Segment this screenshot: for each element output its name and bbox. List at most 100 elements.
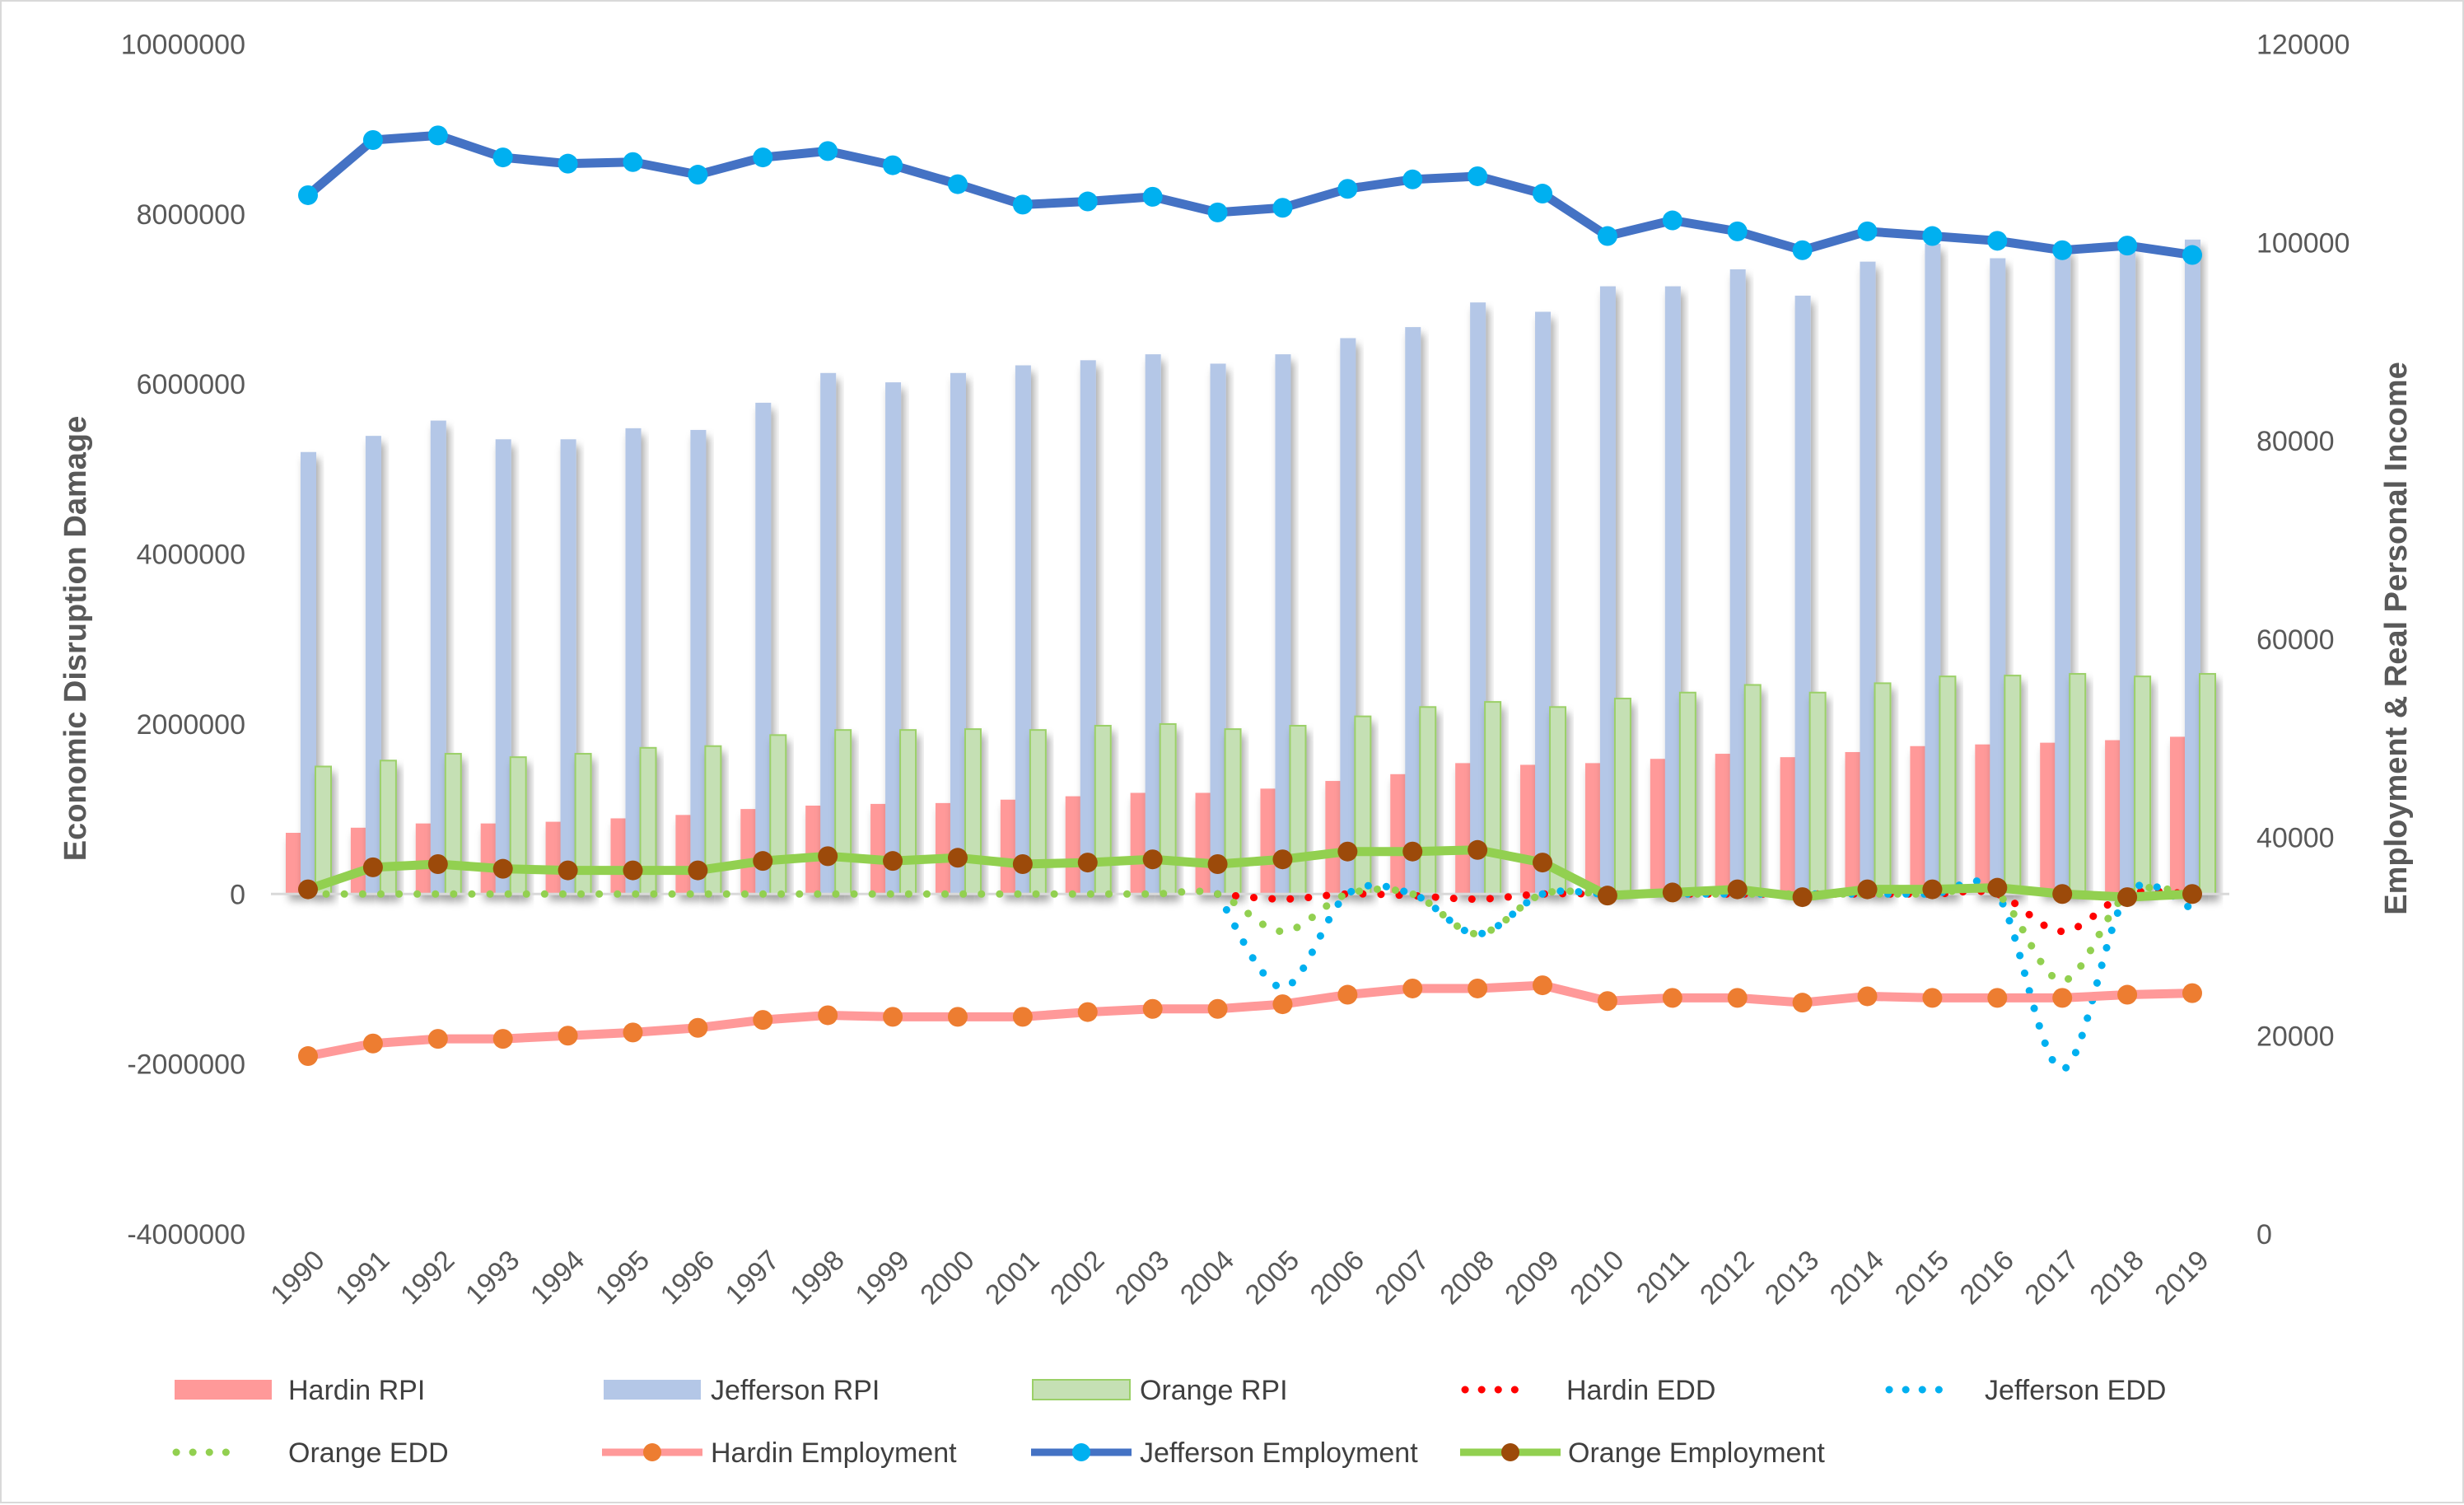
jefferson-rpi-bar-2000 <box>950 372 966 895</box>
jefferson-employment-point-1992 <box>427 125 448 146</box>
hardin-edd-line <box>1214 887 2196 936</box>
hardin-rpi-bar-2013 <box>1780 757 1796 895</box>
hardin-rpi-bar-1991 <box>350 827 366 895</box>
hardin-employment-line <box>306 980 2193 1061</box>
orange-rpi-bar-1999 <box>899 729 917 895</box>
x-axis-ticks: 1990199119921993199419951996199719981999… <box>264 1245 2214 1311</box>
x-tick-label: 1991 <box>329 1245 395 1311</box>
orange-rpi-bar-2012 <box>1743 684 1762 895</box>
hardin-rpi-bar-2019 <box>2170 736 2186 895</box>
orange-employment-point-2006 <box>1337 841 1358 862</box>
legend-swatch <box>1032 1379 1131 1400</box>
left-tick-label: 8000000 <box>137 199 245 231</box>
orange-rpi-bar-2005 <box>1289 724 1307 895</box>
jefferson-employment-point-2009 <box>1533 184 1553 204</box>
x-tick-label: 2019 <box>2149 1245 2214 1311</box>
hardin-rpi-bar-1994 <box>545 821 562 895</box>
hardin-employment-point-2004 <box>1207 998 1228 1019</box>
jefferson-employment-point-2012 <box>1727 221 1748 241</box>
orange-employment-point-1992 <box>427 854 448 875</box>
jefferson-employment-point-1999 <box>883 155 903 175</box>
hardin-employment-point-1995 <box>623 1022 643 1043</box>
legend-item-hardin-rpi: Hardin RPI <box>175 1375 425 1406</box>
orange-employment-point-1993 <box>492 858 513 879</box>
x-tick-label: 1997 <box>720 1245 786 1311</box>
x-tick-label: 1998 <box>784 1245 850 1311</box>
legend: Hardin RPI Jefferson RPI Orange RPI Hardin … <box>172 1375 2166 1469</box>
orange-employment-point-1994 <box>558 860 578 881</box>
hardin-employment-point-1997 <box>753 1010 773 1031</box>
jefferson-employment-point-1994 <box>558 153 578 174</box>
hardin-employment-point-2011 <box>1662 988 1682 1008</box>
orange-employment-point-1995 <box>623 860 643 881</box>
orange-rpi-bar-2019 <box>2199 673 2216 895</box>
right-tick-label: 20000 <box>2256 1021 2335 1052</box>
orange-employment-point-2004 <box>1207 854 1228 875</box>
orange-employment-point-2014 <box>1857 879 1878 900</box>
hardin-rpi-bar-2007 <box>1390 774 1407 895</box>
legend-label: Jefferson RPI <box>711 1375 880 1406</box>
legend-item-orange-rpi: Orange RPI <box>1032 1375 1288 1406</box>
legend-swatch <box>175 1380 272 1400</box>
orange-employment-point-2011 <box>1662 882 1682 903</box>
orange-employment-point-2018 <box>2117 887 2138 908</box>
jefferson-rpi-bar-2015 <box>1925 243 1941 895</box>
hardin-rpi-bar-2003 <box>1130 792 1146 895</box>
jefferson-employment-point-2003 <box>1142 186 1163 207</box>
right-tick-label: 60000 <box>2256 624 2335 656</box>
orange-employment-point-2000 <box>947 848 968 868</box>
x-tick-label: 1993 <box>460 1245 525 1311</box>
jefferson-rpi-bar-2018 <box>2120 248 2136 895</box>
legend-item-jefferson-rpi: Jefferson RPI <box>604 1375 880 1406</box>
x-tick-label: 1995 <box>590 1245 656 1311</box>
x-tick-label: 2007 <box>1370 1245 1435 1311</box>
jefferson-employment-point-1997 <box>753 147 773 168</box>
x-tick-label: 1994 <box>525 1245 590 1311</box>
bars-layer <box>286 239 2216 895</box>
hardin-rpi-bar-2002 <box>1065 796 1081 895</box>
legend-label: Orange RPI <box>1140 1375 1288 1406</box>
jefferson-rpi-bar-1990 <box>301 451 316 895</box>
hardin-employment-point-2012 <box>1727 988 1748 1008</box>
legend-label: Hardin RPI <box>288 1375 425 1406</box>
orange-employment-point-2005 <box>1272 849 1293 870</box>
orange-employment-point-2001 <box>1012 854 1033 875</box>
jefferson-employment-point-2018 <box>2117 236 2138 256</box>
jefferson-employment-point-2014 <box>1857 221 1878 241</box>
jefferson-rpi-bar-1993 <box>495 439 511 895</box>
jefferson-employment-point-2001 <box>1012 194 1033 215</box>
hardin-rpi-bar-2001 <box>1000 799 1016 895</box>
left-tick-label: 6000000 <box>137 369 245 400</box>
orange-employment-line <box>306 845 2193 902</box>
jefferson-rpi-bar-2001 <box>1015 365 1031 895</box>
right-tick-label: 80000 <box>2256 426 2335 457</box>
orange-rpi-bar-2017 <box>2069 673 2087 895</box>
jefferson-employment-point-2004 <box>1207 202 1228 222</box>
x-tick-label: 2013 <box>1759 1245 1825 1311</box>
x-tick-label: 2011 <box>1631 1245 1696 1310</box>
orange-rpi-bar-2002 <box>1094 724 1112 895</box>
hardin-employment-point-2009 <box>1533 975 1553 996</box>
orange-rpi-bar-1992 <box>444 753 462 895</box>
legend-item-orange-edd: Orange EDD <box>172 1437 449 1469</box>
hardin-rpi-bar-2011 <box>1650 759 1666 895</box>
jefferson-employment-point-2005 <box>1272 198 1293 218</box>
orange-employment-point-2013 <box>1792 887 1813 908</box>
legend-label: Jefferson Employment <box>1140 1437 1418 1469</box>
jefferson-employment-point-2007 <box>1402 169 1423 189</box>
orange-rpi-bar-2014 <box>1874 682 1892 895</box>
jefferson-employment-point-1993 <box>492 147 513 168</box>
jefferson-rpi-bar-1998 <box>820 372 837 895</box>
hardin-employment-point-2016 <box>1987 988 2008 1008</box>
hardin-rpi-bar-2004 <box>1195 792 1211 895</box>
orange-rpi-bar-2000 <box>964 728 982 895</box>
legend-marker <box>1072 1443 1090 1461</box>
hardin-employment-point-2007 <box>1402 978 1423 998</box>
right-tick-label: 100000 <box>2256 227 2350 259</box>
jefferson-rpi-bar-2010 <box>1599 286 1616 895</box>
hardin-employment-point-2017 <box>2052 988 2073 1008</box>
x-tick-label: 2000 <box>914 1245 980 1311</box>
hardin-rpi-bar-1992 <box>415 823 432 895</box>
jefferson-rpi-bar-2013 <box>1794 295 1811 895</box>
